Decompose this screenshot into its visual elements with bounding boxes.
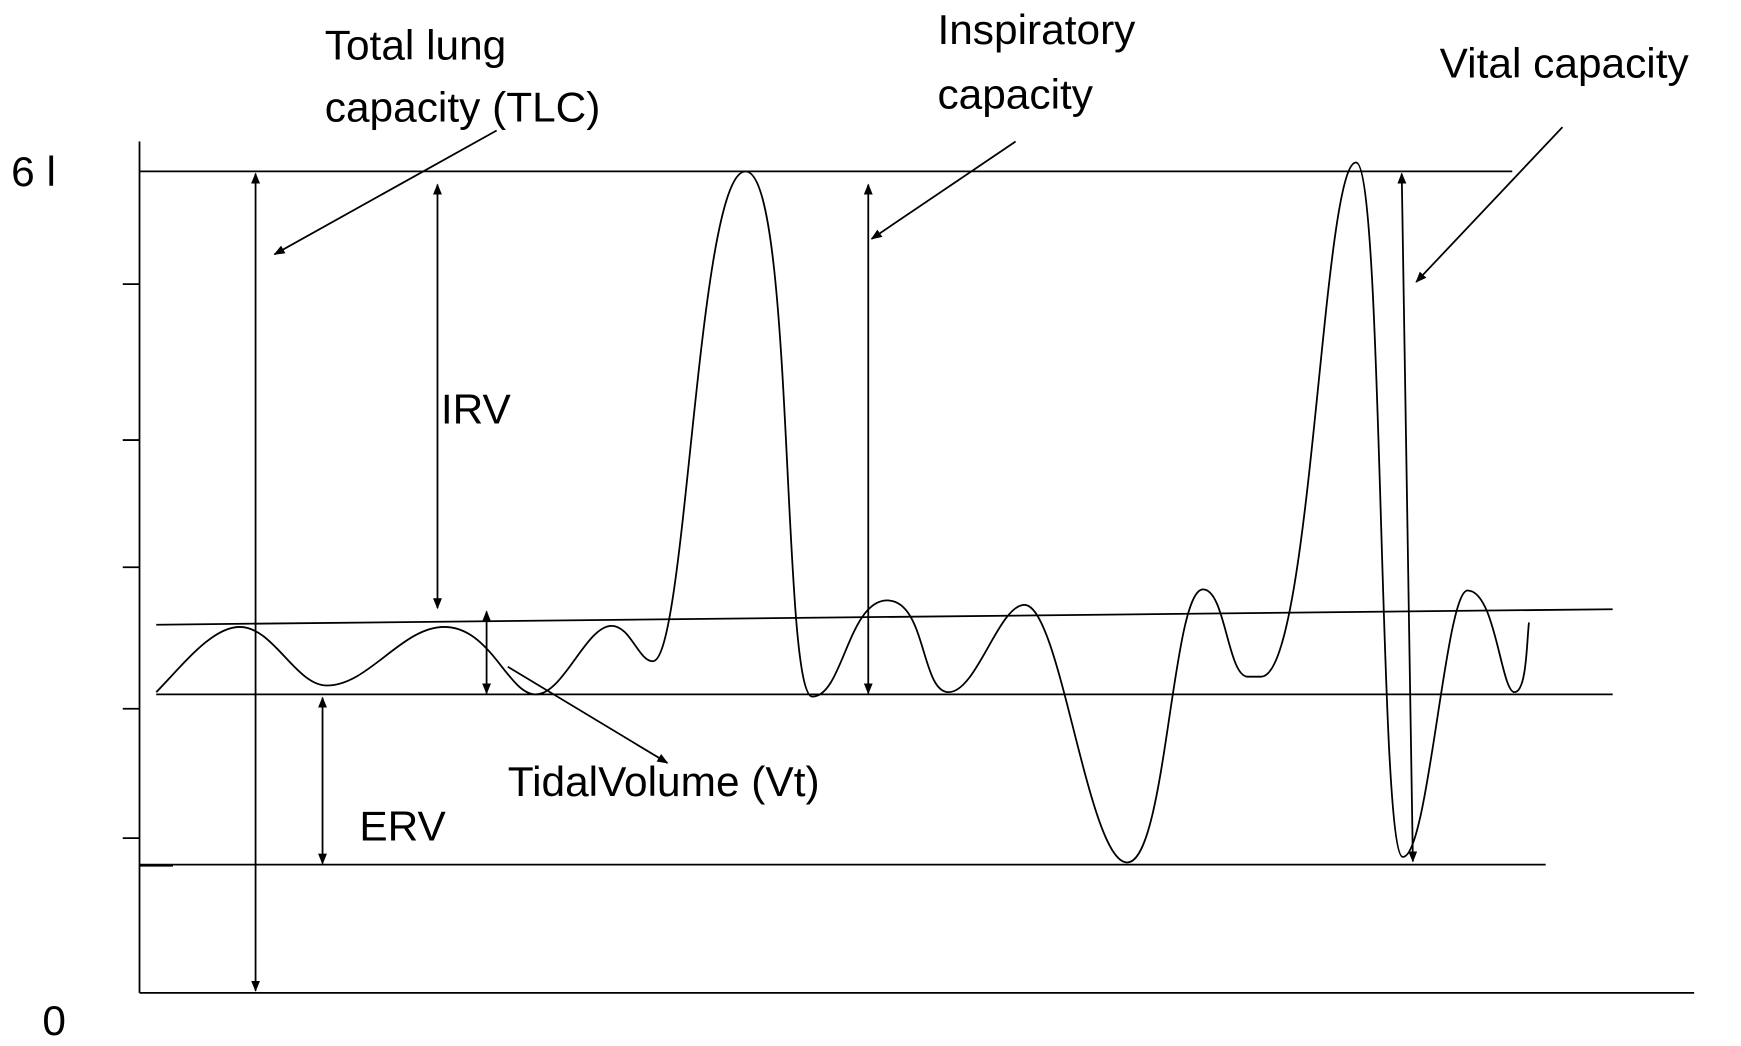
vt-pointer xyxy=(507,665,669,764)
ic-pointer xyxy=(870,140,1017,240)
irv-label: IRV xyxy=(441,386,511,433)
tlc-pointer xyxy=(273,129,498,256)
spirogram xyxy=(155,161,1530,864)
axis-bottom-label: 0 xyxy=(42,997,66,1044)
tlc-label: capacity (TLC) xyxy=(325,84,601,131)
vc-arrow xyxy=(1397,172,1418,863)
axis-top-label: 6 l xyxy=(11,148,56,195)
vc-pointer xyxy=(1415,126,1564,283)
end-inspiration-line xyxy=(156,608,1613,626)
tlc-label: Total lung xyxy=(325,22,507,69)
vt-label: TidalVolume (Vt) xyxy=(508,758,820,805)
ic-label: capacity xyxy=(937,71,1093,118)
axis: 6 l 0 xyxy=(11,141,1695,1044)
ic-label: Inspiratory xyxy=(937,6,1136,53)
vc-label: Vital capacity xyxy=(1440,40,1690,87)
erv-label: ERV xyxy=(359,803,445,850)
